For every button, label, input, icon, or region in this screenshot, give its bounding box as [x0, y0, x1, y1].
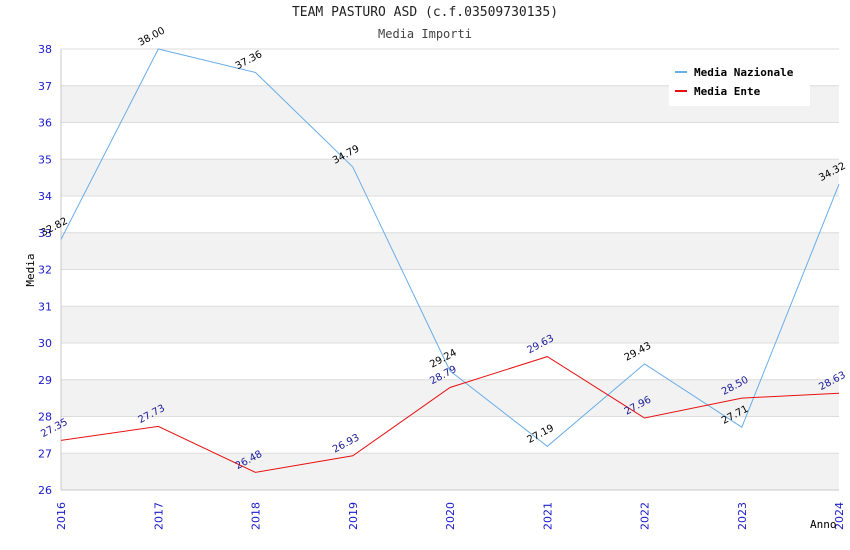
series-line-2 — [60, 356, 840, 473]
y-tick-label: 34 — [38, 190, 52, 203]
legend-box — [669, 60, 810, 106]
grid-band — [61, 159, 839, 196]
legend: Media Nazionale Media Ente — [669, 60, 810, 106]
legend-label: Media Ente — [694, 85, 761, 98]
series-line-1 — [60, 48, 840, 447]
y-tick-label: 36 — [38, 117, 52, 130]
data-label: 38.00 — [136, 25, 166, 48]
grid-band — [61, 379, 839, 417]
x-tick-label: 2016 — [55, 502, 68, 530]
x-tick-label: 2024 — [833, 502, 846, 530]
x-tick-labels: 2016 2017 2018 2019 2020 2021 2022 2023 2024 — [55, 502, 846, 530]
y-tick-label: 33 — [38, 227, 52, 240]
x-tick-label: 2021 — [541, 502, 554, 530]
data-label: 29.43 — [623, 340, 653, 363]
x-tick-label: 2022 — [639, 502, 652, 530]
y-tick-label: 35 — [38, 153, 52, 166]
x-tick-label: 2018 — [250, 502, 263, 530]
x-tick-label: 2017 — [152, 502, 165, 530]
data-label: 26.93 — [331, 432, 361, 455]
y-tick-label: 32 — [38, 264, 52, 277]
y-tick-label: 38 — [38, 43, 52, 56]
chart-subtitle: Media Importi — [378, 27, 472, 41]
series-lines — [60, 48, 840, 473]
x-tick-label: 2020 — [444, 502, 457, 530]
grid-band — [61, 453, 839, 490]
y-tick-label: 28 — [38, 411, 52, 424]
y-tick-label: 37 — [38, 80, 52, 93]
y-tick-label: 26 — [38, 484, 52, 497]
grid-band — [61, 306, 839, 343]
x-tick-label: 2023 — [736, 502, 749, 530]
axes — [60, 49, 839, 491]
y-tick-label: 30 — [38, 337, 52, 350]
y-axis-title: Media — [24, 253, 37, 286]
grid-bands — [61, 85, 839, 490]
x-axis-title: Anno — [810, 518, 837, 531]
y-tick-labels: 26 27 28 29 30 31 32 33 34 35 36 37 38 — [38, 43, 52, 497]
legend-label: Media Nazionale — [694, 66, 794, 79]
y-tick-label: 29 — [38, 374, 52, 387]
chart-title: TEAM PASTURO ASD (c.f.03509730135) — [291, 5, 559, 20]
y-tick-label: 31 — [38, 300, 52, 313]
y-tick-label: 27 — [38, 447, 52, 460]
grid-band — [61, 232, 839, 270]
x-tick-label: 2019 — [347, 502, 360, 530]
data-label: 37.36 — [234, 49, 264, 72]
